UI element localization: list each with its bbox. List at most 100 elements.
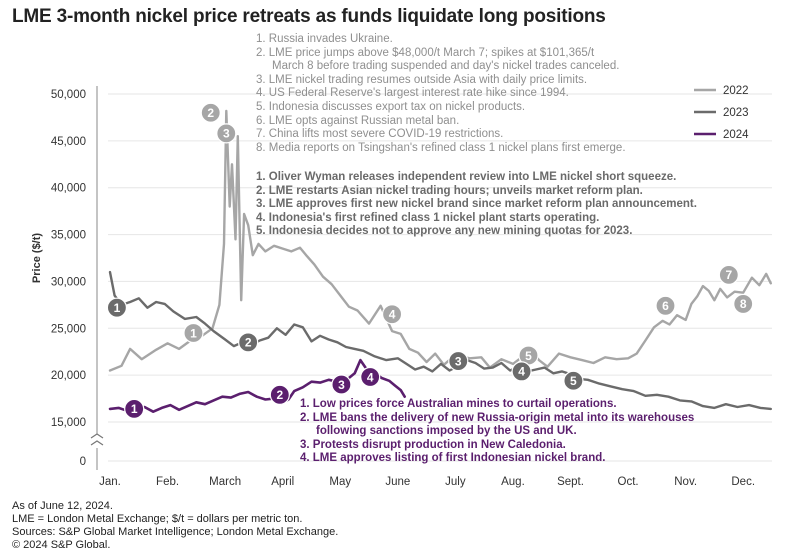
event-marker-2023-5: 5	[563, 370, 584, 391]
marker-circle	[200, 102, 221, 123]
footnotes: As of June 12, 2024. LME = London Metal …	[12, 500, 338, 552]
annotation-2022-text: 1. Russia invades Ukraine.	[256, 33, 393, 45]
event-marker-2022-8: 8	[733, 293, 754, 315]
x-tick-label: Jan.	[99, 476, 121, 488]
y-tick-label: 45,000	[51, 136, 86, 148]
annotation-2022-text: 5. Indonesia discusses export tax on nic…	[256, 100, 526, 113]
x-tick-label: June	[385, 476, 410, 488]
event-marker-2022-7: 7	[718, 264, 739, 285]
marker-label: 2	[245, 336, 252, 350]
annotation-2024-line: 3. Protests disrupt production in New Ca…	[300, 439, 694, 453]
marker-label: 6	[662, 299, 669, 313]
legend-label: 2024	[723, 129, 749, 141]
annotation-2022-line: 3. LME nickel trading resumes outside As…	[256, 74, 626, 88]
marker-label: 5	[525, 349, 532, 363]
marker-label: 3	[223, 127, 230, 141]
legend: 2022 2023 2024	[694, 85, 749, 141]
marker-circle	[331, 374, 352, 395]
annotation-2023-text: 5. Indonesia decides not to approve any …	[256, 225, 633, 238]
annotation-2022-line: 8. Media reports on Tsingshan's refined …	[256, 142, 626, 156]
footnote-abbreviations: LME = London Metal Exchange; $/t = dolla…	[12, 513, 303, 525]
marker-label: 4	[518, 365, 525, 379]
marker-circle	[511, 361, 532, 382]
nickel-price-chart: 15,000 20,000 25,000 30,000 35,000 40,000 45,0…	[31, 85, 772, 488]
series-line-2023	[108, 270, 772, 411]
annotation-2022-line: 2. LME price jumps above $48,000/t March…	[256, 47, 626, 61]
y-tick-label: 25,000	[51, 323, 86, 335]
marker-circle	[733, 293, 754, 315]
marker-circle	[360, 366, 381, 388]
annotations-2023: 1. Oliver Wyman releases independent rev…	[256, 171, 697, 239]
annotation-2023-line: 5. Indonesia decides not to approve any …	[256, 225, 697, 239]
event-marker-2024-3: 3	[331, 374, 352, 395]
series-lines	[108, 109, 772, 413]
event-marker-2022-3: 3	[216, 123, 237, 144]
annotation-2022-text: 2. LME price jumps above $48,000/t March…	[256, 46, 595, 59]
marker-label: 3	[338, 378, 345, 392]
y-tick-label: 0	[80, 456, 86, 468]
marker-circle	[216, 123, 237, 144]
annotation-2022-text: 7. China lifts most severe COVID-19 rest…	[256, 128, 504, 141]
event-marker-2022-2: 2	[200, 102, 221, 123]
x-tick-label: Oct.	[618, 476, 639, 488]
axes: 15,000 20,000 25,000 30,000 35,000 40,000 45,0…	[31, 86, 755, 488]
x-tick-label: Aug.	[501, 476, 525, 488]
y-tick-label: 15,000	[51, 417, 86, 429]
event-marker-2022-4: 4	[381, 304, 403, 325]
event-marker-2023-4: 4	[511, 361, 532, 382]
legend-item-2024: 2024	[694, 129, 749, 141]
annotation-2023-text: 3. LME approves first new nickel brand s…	[256, 198, 697, 211]
marker-circle	[655, 295, 676, 316]
marker-label: 4	[389, 308, 396, 322]
event-marker-2023-2: 2	[238, 332, 259, 353]
x-tick-label: May	[329, 476, 351, 488]
annotation-2022-text: 4. US Federal Reserve's largest interest…	[256, 87, 569, 100]
annotations-2022: 1. Russia invades Ukraine. 2. LME price j…	[256, 33, 626, 155]
legend-label: 2023	[723, 107, 749, 119]
annotation-2022-line: 6. LME opts against Russian metal ban.	[256, 115, 626, 129]
marker-circle	[238, 332, 259, 353]
event-marker-2022-6: 6	[655, 295, 676, 316]
annotation-2024-line: 1. Low prices force Australian mines to …	[300, 398, 694, 412]
marker-circle	[381, 304, 403, 325]
x-tick-label: Nov.	[674, 476, 697, 488]
legend-item-2023: 2023	[694, 107, 749, 119]
annotation-2022-text: 8. Media reports on Tsingshan's refined …	[256, 141, 626, 154]
x-tick-label: April	[271, 476, 294, 488]
marker-label: 7	[725, 268, 732, 282]
annotation-2023-line: 3. LME approves first new nickel brand s…	[256, 198, 697, 212]
x-tick-label: March	[209, 476, 241, 488]
x-tick-label: July	[445, 476, 466, 488]
event-marker-2024-2: 2	[269, 384, 290, 405]
marker-circle	[269, 384, 290, 405]
marker-label: 3	[455, 354, 462, 368]
axis-break-icon	[90, 433, 104, 446]
annotation-2022-text: 6. LME opts against Russian metal ban.	[256, 114, 460, 127]
annotation-2024-text: 3. Protests disrupt production in New Ca…	[300, 438, 566, 451]
footnote-copyright: © 2024 S&P Global.	[12, 539, 111, 551]
y-tick-label: 30,000	[51, 276, 86, 288]
annotation-2022-text: 3. LME nickel trading resumes outside As…	[256, 73, 588, 86]
annotations-2024: 1. Low prices force Australian mines to …	[300, 398, 694, 466]
marker-label: 2	[276, 388, 283, 402]
event-marker-2023-3: 3	[448, 350, 469, 372]
marker-circle	[183, 322, 204, 344]
annotation-2024-line: following sanctions imposed by the US an…	[300, 425, 694, 439]
annotation-2022-line: 7. China lifts most severe COVID-19 rest…	[256, 128, 626, 142]
y-tick-label: 20,000	[51, 370, 86, 382]
marker-label: 1	[190, 326, 197, 340]
annotation-2022-line: 4. US Federal Reserve's largest interest…	[256, 87, 626, 101]
marker-circle	[563, 370, 584, 391]
annotation-2023-text: 4. Indonesia's first refined class 1 nic…	[256, 211, 600, 224]
annotation-2022-line: 1. Russia invades Ukraine.	[256, 33, 626, 47]
marker-label: 4	[367, 370, 374, 384]
annotation-2024-text: 4. LME approves listing of first Indones…	[300, 452, 606, 465]
marker-label: 1	[131, 402, 138, 416]
event-marker-2024-4: 4	[360, 366, 381, 388]
marker-circle	[448, 350, 469, 372]
marker-circle	[124, 398, 145, 419]
series-line-2022	[108, 109, 772, 372]
annotation-2024-text: following sanctions imposed by the US an…	[316, 425, 577, 438]
marker-label: 1	[114, 301, 121, 315]
